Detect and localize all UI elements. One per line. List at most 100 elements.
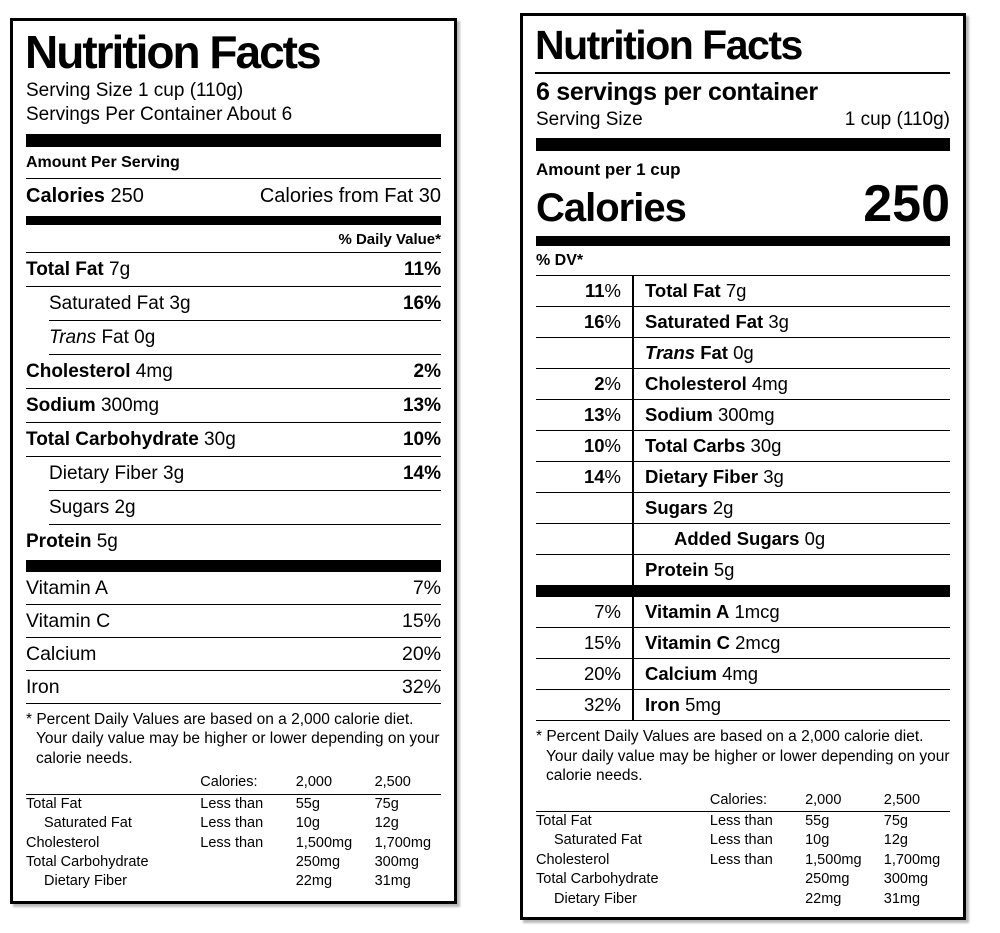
nutrient-amount: 2g — [109, 496, 136, 518]
dv-table-header-2000: 2,000 — [805, 791, 884, 812]
nutrient-amount: 3g — [157, 462, 185, 484]
dv-cell-2500: 300mg — [374, 854, 419, 871]
nutrient-amount: 300mg — [717, 404, 775, 426]
dv-table-header-2000: 2,000 — [295, 773, 375, 795]
dv-cell-2000: 22mg — [805, 890, 842, 907]
nutrient-name-italic: Trans — [645, 342, 696, 364]
dv-cell-2000: 55g — [805, 812, 830, 829]
nutrient-row-dietary-fiber: Dietary Fiber 3g 14% — [49, 457, 441, 491]
nutrient-dv: 14% — [402, 462, 441, 484]
vitamin-text: Calcium 4mg — [632, 659, 950, 690]
dv-number: 7 — [594, 601, 605, 623]
dv-number: 16 — [583, 311, 605, 333]
dv-cell-label: Total Fat — [26, 795, 82, 812]
daily-values-reference-table: Calories: 2,000 2,500 Total Fat Less tha… — [26, 773, 441, 892]
dv-cell-2000: 1,500mg — [295, 834, 353, 851]
vitamin-dv: 15% — [401, 609, 441, 632]
nutrient-text: Dietary Fiber 3g — [49, 463, 184, 485]
vitamin-row-vitamin-a: 7% Vitamin A 1mcg — [536, 597, 950, 629]
serving-size-line: Serving Size 1 cup (110g) — [26, 79, 244, 101]
vitamin-amount: 5mg — [685, 694, 722, 716]
vitamin-name: Vitamin C — [26, 609, 111, 632]
vitamin-name: Vitamin A — [645, 601, 730, 623]
nutrient-name: Cholesterol — [645, 373, 747, 395]
nutrient-amount: 3g — [763, 466, 784, 488]
dv-cell-2500: 31mg — [374, 873, 411, 890]
nutrient-text: Protein 5g — [632, 555, 950, 586]
vitamin-dv: 7% — [412, 576, 441, 599]
nutrient-name: Fat — [96, 326, 129, 348]
dv-cell-2500: 1,700mg — [883, 851, 941, 868]
dv-table-header-blank — [26, 773, 201, 795]
medium-separator-bar — [536, 236, 950, 247]
nutrient-row-protein: Protein 5g — [536, 555, 950, 586]
nutrient-amount: 2g — [712, 497, 734, 519]
dv-number: 11 — [584, 280, 605, 302]
dv-cell-label: Total Carbohydrate — [26, 854, 149, 871]
nutrient-text: Cholesterol 4mg — [632, 369, 950, 400]
nutrient-name: Sodium — [26, 394, 96, 416]
label-title: Nutrition Facts — [535, 24, 950, 74]
nutrient-text: Trans Fat 0g — [49, 327, 155, 349]
vitamin-name: Iron — [645, 694, 680, 716]
dv-cell-cond: Less than — [709, 832, 773, 849]
nutrient-text: Sugars 2g — [49, 497, 136, 519]
nutrient-dv: 10% — [402, 428, 441, 450]
vitamin-row-calcium: 20% Calcium 4mg — [536, 659, 950, 691]
daily-value-header: % DV* — [536, 246, 950, 277]
vitamin-name: Vitamin C — [645, 632, 730, 654]
dv-cell-cond: Less than — [709, 851, 773, 868]
nutrient-name: Total Fat — [645, 280, 721, 302]
nutrient-row-saturated-fat: 16% Saturated Fat 3g — [536, 307, 950, 339]
vitamin-text: Vitamin C 2mcg — [632, 628, 950, 659]
dv-cell-cond — [710, 890, 805, 909]
nutrient-amount: 4mg — [751, 373, 788, 395]
vitamin-dv: 20% — [401, 642, 441, 665]
dv-table-header-2500: 2,500 — [374, 773, 441, 795]
percent-sign: % — [604, 663, 621, 685]
calories-text: Calories 250 — [26, 185, 144, 208]
dv-cell-2000: 10g — [295, 815, 320, 832]
nutrient-name: Protein — [26, 530, 92, 552]
serving-size-label: Serving Size — [536, 108, 643, 130]
percent-sign: % — [604, 311, 621, 333]
serving-size-value: 1 cup (110g) — [844, 108, 950, 130]
nutrient-dv: 11% — [536, 276, 632, 306]
dv-cell-2500: 31mg — [883, 890, 921, 907]
nutrient-name: Added Sugars — [674, 528, 800, 550]
nutrient-name: Sugars — [645, 497, 708, 519]
nutrition-label-classic: Nutrition Facts Serving Size 1 cup (110g… — [10, 18, 457, 904]
dv-table-header-calories: Calories: — [200, 773, 296, 795]
label-title: Nutrition Facts — [25, 26, 322, 78]
nutrient-dv: 13% — [536, 400, 632, 430]
calories-label: Calories — [536, 185, 687, 230]
nutrient-amount: 5g — [713, 559, 735, 581]
nutrient-row-total-fat: Total Fat 7g 11% — [26, 253, 441, 287]
nutrient-name: Saturated Fat — [49, 292, 165, 314]
nutrient-row-protein: Protein 5g — [26, 525, 441, 560]
daily-values-footnote: * Percent Daily Values are based on a 2,… — [536, 728, 950, 785]
vitamin-dv: 32% — [401, 675, 441, 698]
nutrient-name-italic: Trans — [49, 326, 97, 348]
nutrient-row-sugars: Sugars 2g — [49, 491, 441, 525]
dv-cell-2000: 250mg — [295, 854, 341, 871]
vitamin-row-iron: 32% Iron 5mg — [536, 690, 950, 722]
dv-cell-label: Total Fat — [536, 812, 592, 829]
nutrient-dv — [536, 555, 632, 585]
vitamin-name: Vitamin A — [26, 576, 109, 599]
nutrient-name: Sugars — [49, 496, 110, 518]
dv-cell-cond: Less than — [200, 795, 264, 812]
dv-cell-2500: 12g — [374, 815, 399, 832]
dv-cell-2000: 1,500mg — [805, 851, 862, 868]
nutrient-text: Dietary Fiber 3g — [632, 462, 950, 493]
nutrient-text: Saturated Fat 3g — [632, 307, 950, 338]
nutrient-row-trans-fat: Trans Fat 0g — [536, 338, 950, 370]
amount-per-serving-heading: Amount Per Serving — [26, 147, 441, 179]
vitamin-row-vitamin-a: Vitamin A 7% — [26, 572, 441, 605]
nutrient-name: Sodium — [645, 404, 713, 426]
nutrient-dv: 13% — [402, 394, 441, 416]
nutrient-text: Cholesterol 4mg — [26, 361, 173, 383]
calories-label: Calories — [26, 184, 105, 207]
nutrient-dv: 16% — [402, 292, 441, 314]
dv-cell-label: Dietary Fiber — [44, 873, 127, 890]
